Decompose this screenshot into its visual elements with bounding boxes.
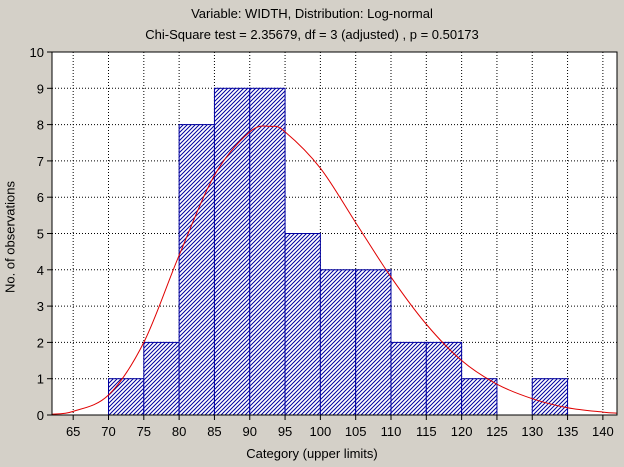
- x-tick-label: 95: [278, 424, 292, 439]
- x-tick-label: 135: [557, 424, 579, 439]
- histogram-bar: [249, 87, 286, 416]
- histogram-bar: [355, 269, 392, 416]
- chart-title: Variable: WIDTH, Distribution: Log-norma…: [191, 6, 433, 21]
- histogram-bar: [319, 269, 357, 416]
- x-tick-label: 140: [592, 424, 614, 439]
- x-axis-ticks: 65 70 75 80 85 90 95 100 105 110 115 120 125 130 135 14…: [66, 415, 614, 439]
- histogram-bar: [531, 378, 569, 416]
- x-tick-label: 110: [381, 424, 402, 439]
- histogram-bar: [390, 341, 427, 416]
- histogram-bar: [284, 233, 321, 416]
- histogram-bar: [108, 378, 145, 416]
- x-tick-label: 75: [137, 424, 151, 439]
- y-tick-label: 6: [37, 190, 44, 205]
- x-tick-label: 125: [486, 424, 508, 439]
- y-axis-label: No. of observations: [2, 180, 18, 294]
- x-tick-label: 105: [345, 424, 367, 439]
- histogram-bar: [213, 87, 251, 416]
- y-tick-label: 5: [37, 227, 44, 242]
- histogram-bar: [178, 124, 215, 416]
- y-tick-label: 4: [37, 263, 44, 278]
- y-tick-label: 0: [37, 408, 44, 423]
- fit-curve: [51, 125, 618, 415]
- chart-subtitle: Chi-Square test = 2.35679, df = 3 (adjus…: [145, 27, 479, 42]
- y-tick-label: 2: [37, 335, 44, 350]
- x-tick-label: 115: [416, 424, 437, 439]
- x-tick-label: 90: [243, 424, 257, 439]
- y-tick-label: 1: [37, 372, 44, 387]
- x-tick-label: 100: [310, 424, 332, 439]
- y-axis-ticks: 0 1 2 3 4 5 6 7 8 9 10: [30, 45, 52, 423]
- x-tick-label: 70: [101, 424, 115, 439]
- x-tick-label: 85: [207, 424, 221, 439]
- x-tick-label: 130: [521, 424, 543, 439]
- y-tick-label: 7: [37, 154, 44, 169]
- histogram-bar: [425, 341, 463, 416]
- histogram-bars: [108, 87, 569, 416]
- y-tick-label: 10: [30, 45, 44, 60]
- histogram-bar: [143, 341, 180, 416]
- x-tick-label: 120: [451, 424, 473, 439]
- y-tick-label: 9: [37, 81, 44, 96]
- y-tick-label: 8: [37, 118, 44, 133]
- histogram-bar: [461, 378, 498, 416]
- x-tick-label: 80: [172, 424, 186, 439]
- x-axis-label: Category (upper limits): [246, 446, 378, 461]
- y-tick-label: 3: [37, 299, 44, 314]
- x-tick-label: 65: [66, 424, 80, 439]
